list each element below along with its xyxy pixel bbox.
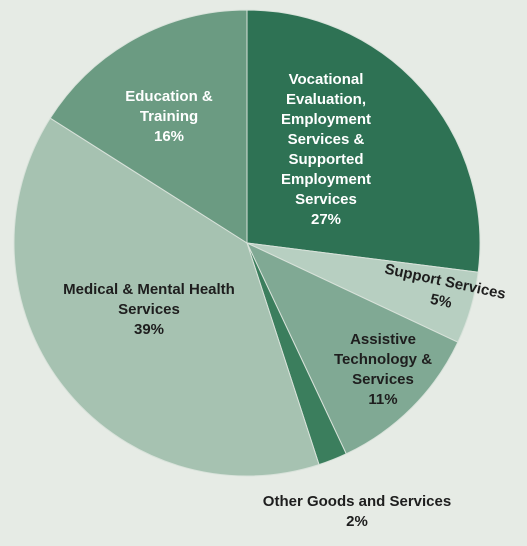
percent-label: 16% xyxy=(153,128,185,145)
pie-slice xyxy=(13,117,320,477)
percent-label: 2% xyxy=(346,513,368,530)
category-name: Assistive Technology & Services xyxy=(333,331,433,388)
slice-label: Education & Training 16% xyxy=(104,87,234,147)
percent-label: 11% xyxy=(368,391,398,408)
category-name: Vocational Evaluation, Employment Servic… xyxy=(280,71,371,208)
slice-label: Medical & Mental Health Services 39% xyxy=(59,280,239,340)
pie-slice xyxy=(246,9,481,273)
category-name: Medical & Mental Health Services xyxy=(63,281,235,318)
pie-slice xyxy=(49,9,248,244)
category-name: Education & Training xyxy=(125,88,213,125)
category-name: Other Goods and Services xyxy=(262,493,452,510)
slice-label: Other Goods and Services 2% xyxy=(262,492,452,532)
pie-slice xyxy=(245,241,459,455)
slice-label: Assistive Technology & Services 11% xyxy=(323,330,443,410)
percent-label: 27% xyxy=(310,211,342,228)
slice-label: Vocational Evaluation, Employment Servic… xyxy=(256,70,396,230)
percent-label: 39% xyxy=(133,321,165,338)
